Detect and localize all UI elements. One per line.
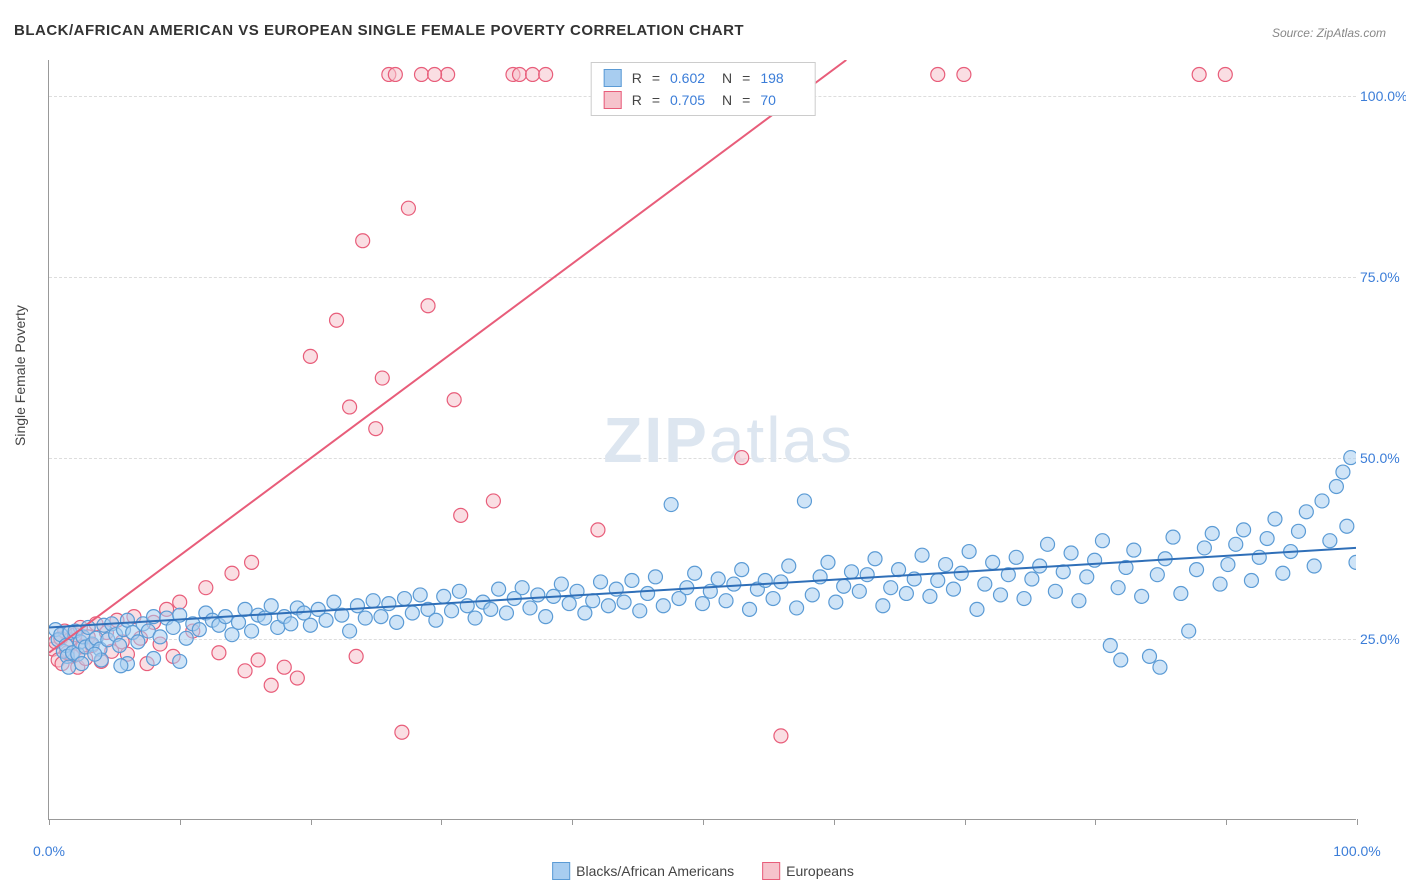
legend-n-label: N: [722, 89, 732, 111]
legend-swatch-blue-icon: [552, 862, 570, 880]
legend-top-row-pink: R = 0.705 N = 70: [604, 89, 803, 111]
ytick-label: 25.0%: [1360, 631, 1406, 647]
legend-swatch-blue: [604, 69, 622, 87]
legend-r-label: R: [632, 67, 642, 89]
legend-swatch-pink: [604, 91, 622, 109]
legend-bottom-blue: Blacks/African Americans: [552, 862, 734, 880]
legend-top-row-blue: R = 0.602 N = 198: [604, 67, 803, 89]
legend-n-blue: 198: [760, 67, 802, 89]
legend-n-label: N: [722, 67, 732, 89]
legend-r-pink: 0.705: [670, 89, 712, 111]
xtick-label: 100.0%: [1333, 843, 1380, 859]
legend-bottom-pink: Europeans: [762, 862, 854, 880]
scatter-svg: [49, 60, 1356, 819]
chart-plot-area: ZIPatlas 25.0%50.0%75.0%100.0% 0.0%100.0…: [48, 60, 1356, 820]
legend-r-label: R: [632, 89, 642, 111]
ytick-label: 100.0%: [1360, 88, 1406, 104]
legend-top: R = 0.602 N = 198 R = 0.705 N = 70: [591, 62, 816, 116]
legend-bottom: Blacks/African Americans Europeans: [552, 862, 854, 880]
legend-r-blue: 0.602: [670, 67, 712, 89]
legend-eq: =: [742, 89, 750, 111]
legend-eq: =: [742, 67, 750, 89]
y-axis-label: Single Female Poverty: [12, 305, 28, 446]
ytick-label: 50.0%: [1360, 450, 1406, 466]
legend-swatch-pink-icon: [762, 862, 780, 880]
ytick-label: 75.0%: [1360, 269, 1406, 285]
legend-bottom-pink-label: Europeans: [786, 863, 854, 879]
legend-eq: =: [652, 67, 660, 89]
legend-eq: =: [652, 89, 660, 111]
chart-title: BLACK/AFRICAN AMERICAN VS EUROPEAN SINGL…: [14, 22, 744, 39]
xtick-label: 0.0%: [33, 843, 65, 859]
source-attribution: Source: ZipAtlas.com: [1272, 26, 1386, 40]
legend-n-pink: 70: [760, 89, 802, 111]
legend-bottom-blue-label: Blacks/African Americans: [576, 863, 734, 879]
